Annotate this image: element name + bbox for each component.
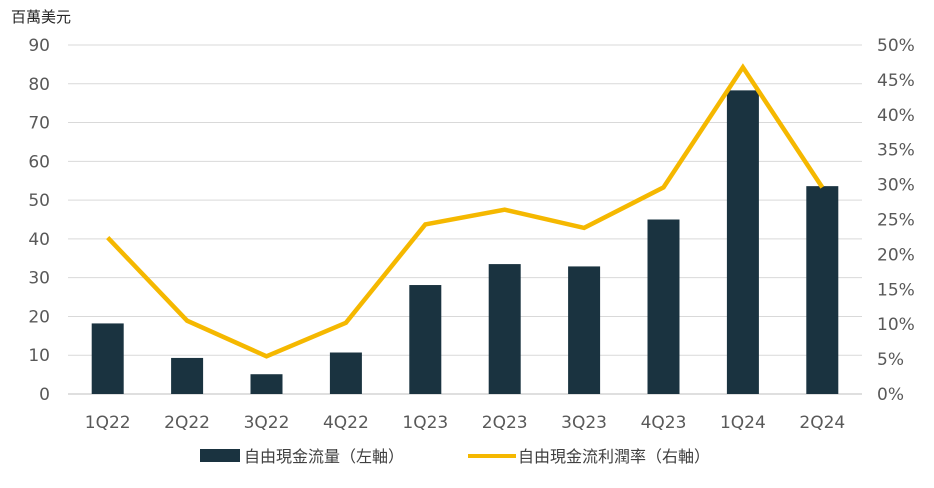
bar-2Q23	[488, 264, 521, 394]
left-axis-unit-label: 百萬美元	[11, 8, 71, 26]
right-tick-label: 15%	[877, 280, 915, 300]
right-tick-label: 5%	[877, 350, 904, 370]
left-tick-label: 30	[28, 269, 50, 289]
legend-label-line: 自由現金流利潤率（右軸）	[518, 447, 710, 466]
x-axis-ticks: 1Q22 2Q22 3Q22 4Q22 1Q23 2Q23 3Q23 4Q23 1Q24 2Q24	[85, 413, 845, 433]
x-tick-label: 4Q23	[641, 413, 687, 433]
bar-2Q24	[806, 186, 839, 394]
left-axis-ticks: 0 10 20 30 40 50 60 70 80 90	[28, 36, 50, 405]
right-tick-label: 40%	[877, 106, 915, 126]
right-tick-label: 50%	[877, 36, 915, 56]
line-series	[106, 63, 825, 359]
left-tick-label: 0	[39, 385, 50, 405]
x-tick-label: 2Q23	[482, 413, 528, 433]
left-tick-label: 40	[28, 230, 50, 250]
x-tick-label: 3Q23	[561, 413, 607, 433]
left-tick-label: 20	[28, 307, 50, 327]
left-tick-label: 10	[28, 346, 50, 366]
left-tick-label: 50	[28, 191, 50, 211]
bar-series	[91, 90, 839, 395]
left-tick-label: 80	[28, 75, 50, 95]
right-tick-label: 20%	[877, 245, 915, 265]
bar-3Q22	[250, 374, 283, 394]
x-tick-label: 4Q22	[323, 413, 369, 433]
left-tick-label: 90	[28, 36, 50, 56]
bar-1Q24	[726, 90, 759, 395]
right-tick-label: 25%	[877, 211, 915, 231]
legend-label-bar: 自由現金流量（左軸）	[244, 447, 404, 466]
bar-1Q22	[91, 323, 124, 394]
legend: 自由現金流量（左軸） 自由現金流利潤率（右軸）	[200, 447, 710, 466]
right-tick-label: 0%	[877, 385, 904, 405]
right-tick-label: 45%	[877, 71, 915, 91]
bar-1Q23	[409, 285, 442, 394]
right-axis-ticks: 0% 5% 10% 15% 20% 25% 30% 35% 40% 45% 50%	[877, 36, 915, 405]
right-tick-label: 30%	[877, 176, 915, 196]
bar-2Q22	[171, 357, 204, 394]
x-tick-label: 1Q23	[402, 413, 448, 433]
bar-4Q23	[647, 219, 680, 394]
x-tick-label: 2Q22	[164, 413, 210, 433]
right-tick-label: 10%	[877, 315, 915, 335]
x-tick-label: 2Q24	[799, 413, 845, 433]
x-tick-label: 3Q22	[244, 413, 290, 433]
x-tick-label: 1Q22	[85, 413, 131, 433]
right-tick-label: 35%	[877, 141, 915, 161]
left-tick-label: 70	[28, 114, 50, 134]
legend-swatch-bar	[200, 449, 240, 462]
bar-4Q22	[329, 352, 362, 394]
bar-3Q23	[568, 266, 601, 394]
x-tick-label: 1Q24	[720, 413, 766, 433]
margin-line	[106, 63, 825, 359]
left-tick-label: 60	[28, 152, 50, 172]
gridlines	[68, 44, 862, 395]
